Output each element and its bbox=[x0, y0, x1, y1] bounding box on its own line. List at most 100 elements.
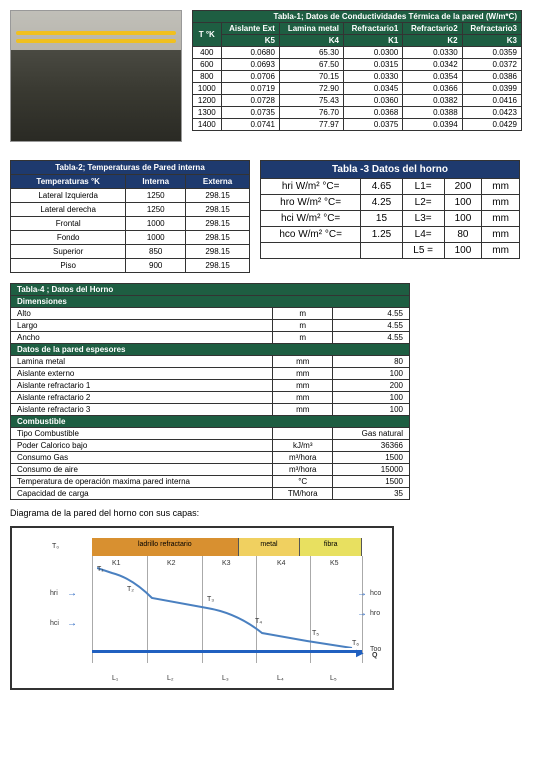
table-cell: Ancho bbox=[11, 332, 273, 344]
table-cell: 100 bbox=[444, 243, 482, 259]
table-cell: 4.25 bbox=[361, 195, 402, 211]
table-cell: 100 bbox=[333, 404, 410, 416]
table-cell: mm bbox=[273, 356, 333, 368]
table-cell: 0.0315 bbox=[343, 59, 402, 71]
t4-title: Tabla-4 ; Datos del Horno bbox=[11, 284, 410, 296]
table-cell: 0.0330 bbox=[403, 47, 462, 59]
table-cell: Consumo Gas bbox=[11, 452, 273, 464]
table-cell: Aislante refractario 3 bbox=[11, 404, 273, 416]
furnace-photo bbox=[10, 10, 182, 142]
table-cell: Poder Calorico bajo bbox=[11, 440, 273, 452]
table-cell: Gas natural bbox=[333, 428, 410, 440]
table-cell: Aislante refractario 2 bbox=[11, 392, 273, 404]
table-cell: 75.43 bbox=[279, 95, 343, 107]
table-cell: 298.15 bbox=[186, 245, 250, 259]
table-cell: Frontal bbox=[11, 217, 126, 231]
table-cell: 0.0735 bbox=[221, 107, 279, 119]
table-cell: 1400 bbox=[193, 119, 222, 131]
table-cell: mm bbox=[482, 243, 520, 259]
table-cell: 1000 bbox=[193, 83, 222, 95]
table-cell: 200 bbox=[444, 179, 482, 195]
table-cell: Piso bbox=[11, 259, 126, 273]
wall-layers-diagram: ladrillo refractario metal fibra K1 K2 K… bbox=[10, 526, 394, 690]
table-cell: 0.0359 bbox=[462, 47, 521, 59]
table-cell: 0.0706 bbox=[221, 71, 279, 83]
table-cell: 0.0360 bbox=[343, 95, 402, 107]
table-cell: m bbox=[273, 332, 333, 344]
arrow-icon: → bbox=[357, 588, 367, 599]
table-cell: m bbox=[273, 308, 333, 320]
table-cell: 0.0429 bbox=[462, 119, 521, 131]
table-cell: mm bbox=[482, 195, 520, 211]
table-cell: 1250 bbox=[126, 203, 186, 217]
table-cell: mm bbox=[482, 179, 520, 195]
table-cell: 298.15 bbox=[186, 189, 250, 203]
table-cell: 0.0375 bbox=[343, 119, 402, 131]
table-cell: 400 bbox=[193, 47, 222, 59]
table-cell: 0.0741 bbox=[221, 119, 279, 131]
table-cell: 100 bbox=[333, 392, 410, 404]
table-cell: mm bbox=[273, 404, 333, 416]
table-cell: Superior bbox=[11, 245, 126, 259]
table-cell: hci W/m² °C= bbox=[261, 211, 361, 227]
table-cell: 800 bbox=[193, 71, 222, 83]
band-refractario: ladrillo refractario bbox=[92, 538, 239, 556]
table-cell: 900 bbox=[126, 259, 186, 273]
table-cell: 0.0368 bbox=[343, 107, 402, 119]
table-cell: 76.70 bbox=[279, 107, 343, 119]
table-cell: m³/hora bbox=[273, 464, 333, 476]
table-cell: 0.0680 bbox=[221, 47, 279, 59]
table-cell: 100 bbox=[333, 368, 410, 380]
table-cell: Lateral derecha bbox=[11, 203, 126, 217]
table-cell: mm bbox=[482, 227, 520, 243]
table-cell: 0.0354 bbox=[403, 71, 462, 83]
band-metal: metal bbox=[239, 538, 301, 556]
table-cell: Aislante refractario 1 bbox=[11, 380, 273, 392]
table-cell: Capacidad de carga bbox=[11, 488, 273, 500]
table-cell: hri W/m² °C= bbox=[261, 179, 361, 195]
table-cell: 1300 bbox=[193, 107, 222, 119]
table-cell: 70.15 bbox=[279, 71, 343, 83]
table-cell: hro W/m² °C= bbox=[261, 195, 361, 211]
table-cell: mm bbox=[273, 380, 333, 392]
table-cell: 0.0345 bbox=[343, 83, 402, 95]
table-cell: 0.0300 bbox=[343, 47, 402, 59]
table-cell: 0.0423 bbox=[462, 107, 521, 119]
table-cell: hco W/m² °C= bbox=[261, 227, 361, 243]
table-cell: L5 = bbox=[402, 243, 444, 259]
table-cell: TM/hora bbox=[273, 488, 333, 500]
table-cell bbox=[273, 428, 333, 440]
arrow-icon: → bbox=[67, 588, 77, 599]
table-cell: 1000 bbox=[126, 231, 186, 245]
t3-title: Tabla -3 Datos del horno bbox=[261, 161, 520, 179]
temperature-curve bbox=[97, 563, 362, 648]
t2-title: Tabla-2; Temperaturas de Pared interna bbox=[11, 161, 250, 175]
diagram-caption: Diagrama de la pared del horno con sus c… bbox=[10, 508, 532, 518]
table-2-temperaturas: Tabla-2; Temperaturas de Pared interna T… bbox=[10, 160, 250, 273]
table-cell: 298.15 bbox=[186, 231, 250, 245]
table-cell: 0.0366 bbox=[403, 83, 462, 95]
table-1-conductividades: Tabla-1; Datos de Conductividades Térmic… bbox=[192, 10, 522, 131]
table-cell: 0.0399 bbox=[462, 83, 521, 95]
table-cell: 4.55 bbox=[333, 320, 410, 332]
table-cell: 200 bbox=[333, 380, 410, 392]
table-cell: 1.25 bbox=[361, 227, 402, 243]
table-cell: 100 bbox=[444, 211, 482, 227]
t1-h-tk: T °K bbox=[193, 23, 222, 47]
table-cell: 0.0330 bbox=[343, 71, 402, 83]
table-cell: L4= bbox=[402, 227, 444, 243]
table-cell bbox=[361, 243, 402, 259]
q-flow-line bbox=[92, 650, 362, 653]
table-cell: 0.0382 bbox=[403, 95, 462, 107]
table-cell: 65.30 bbox=[279, 47, 343, 59]
table-cell: 36366 bbox=[333, 440, 410, 452]
table-cell: 15 bbox=[361, 211, 402, 227]
table-cell: 298.15 bbox=[186, 203, 250, 217]
table-3-datos-horno: Tabla -3 Datos del horno hri W/m² °C=4.6… bbox=[260, 160, 520, 259]
table-cell: 80 bbox=[444, 227, 482, 243]
table-cell: 1500 bbox=[333, 476, 410, 488]
table-cell: 4.65 bbox=[361, 179, 402, 195]
table-cell: mm bbox=[482, 211, 520, 227]
table-cell: 0.0719 bbox=[221, 83, 279, 95]
table-cell: 1000 bbox=[126, 217, 186, 231]
